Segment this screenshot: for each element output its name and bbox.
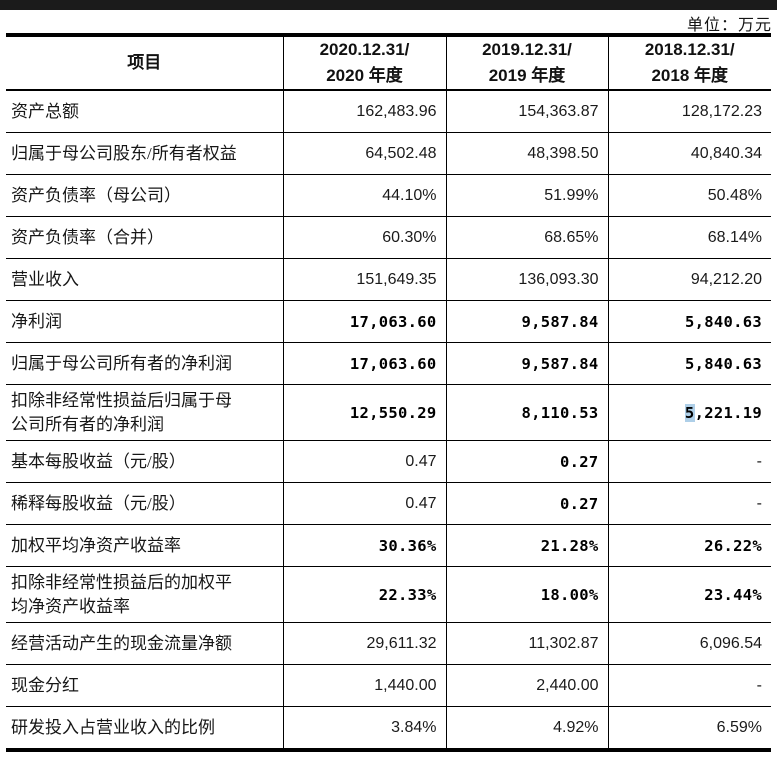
- table-row: 资产负债率（合并） 60.30% 68.65% 68.14%: [6, 216, 771, 259]
- table-row: 资产负债率（母公司） 44.10% 51.99% 50.48%: [6, 174, 771, 217]
- row-label: 现金分红: [6, 664, 284, 707]
- table-row: 资产总额 162,483.96 154,363.87 128,172.23: [6, 90, 771, 133]
- value-2020: 17,063.60: [283, 342, 447, 385]
- header-2018: 2018.12.31/ 2018 年度: [608, 35, 771, 91]
- value-2018-rest: ,221.19: [694, 403, 762, 422]
- value-2020: 30.36%: [283, 524, 447, 567]
- row-label: 资产总额: [6, 90, 284, 133]
- highlighted-digit: 5: [684, 403, 695, 422]
- value-2018: 5,840.63: [608, 342, 771, 385]
- value-2019: 11,302.87: [446, 622, 609, 665]
- row-label: 资产负债率（母公司）: [6, 174, 284, 217]
- table-row: 加权平均净资产收益率 30.36% 21.28% 26.22%: [6, 524, 771, 567]
- value-2018: 6,096.54: [608, 622, 771, 665]
- value-2020: 17,063.60: [283, 300, 447, 343]
- value-2018: 5,840.63: [608, 300, 771, 343]
- row-label: 经营活动产生的现金流量净额: [6, 622, 284, 665]
- row-label: 稀释每股收益（元/股）: [6, 482, 284, 525]
- table-row: 研发投入占营业收入的比例 3.84% 4.92% 6.59%: [6, 706, 771, 750]
- table-row: 经营活动产生的现金流量净额 29,611.32 11,302.87 6,096.…: [6, 622, 771, 665]
- header-item: 项目: [6, 35, 284, 91]
- value-2018: 5,221.19: [608, 384, 771, 441]
- row-label: 资产负债率（合并）: [6, 216, 284, 259]
- value-2018: 128,172.23: [608, 90, 771, 133]
- value-2018: -: [608, 664, 771, 707]
- value-2020: 64,502.48: [283, 132, 447, 175]
- financial-summary-table: 项目 2020.12.31/ 2020 年度 2019.12.31/ 2019 …: [6, 33, 771, 752]
- value-2020: 12,550.29: [283, 384, 447, 441]
- value-2020: 151,649.35: [283, 258, 447, 301]
- value-2018: 40,840.34: [608, 132, 771, 175]
- value-2020: 3.84%: [283, 706, 447, 750]
- table-row: 稀释每股收益（元/股） 0.47 0.27 -: [6, 482, 771, 525]
- value-2018: -: [608, 482, 771, 525]
- value-2020: 60.30%: [283, 216, 447, 259]
- value-2019: 4.92%: [446, 706, 609, 750]
- value-2020: 0.47: [283, 440, 447, 483]
- value-2018: 50.48%: [608, 174, 771, 217]
- value-2019: 48,398.50: [446, 132, 609, 175]
- row-label: 归属于母公司股东/所有者权益: [6, 132, 284, 175]
- value-2019: 0.27: [446, 482, 609, 525]
- header-2020: 2020.12.31/ 2020 年度: [283, 35, 447, 91]
- table-header: 项目 2020.12.31/ 2020 年度 2019.12.31/ 2019 …: [6, 35, 771, 91]
- unit-label: 单位：万元: [686, 17, 772, 34]
- value-2019: 8,110.53: [446, 384, 609, 441]
- row-label: 基本每股收益（元/股）: [6, 440, 284, 483]
- header-row: 项目 2020.12.31/ 2020 年度 2019.12.31/ 2019 …: [6, 35, 771, 91]
- value-2019: 68.65%: [446, 216, 609, 259]
- value-2020: 1,440.00: [283, 664, 447, 707]
- value-2019: 136,093.30: [446, 258, 609, 301]
- value-2018: -: [608, 440, 771, 483]
- row-label: 研发投入占营业收入的比例: [6, 706, 284, 750]
- row-label: 加权平均净资产收益率: [6, 524, 284, 567]
- table-row: 扣除非经常性损益后归属于母 公司所有者的净利润 12,550.29 8,110.…: [6, 384, 771, 441]
- table-row: 归属于母公司股东/所有者权益 64,502.48 48,398.50 40,84…: [6, 132, 771, 175]
- table-row: 现金分红 1,440.00 2,440.00 -: [6, 664, 771, 707]
- value-2019: 154,363.87: [446, 90, 609, 133]
- value-2020: 29,611.32: [283, 622, 447, 665]
- value-2019: 51.99%: [446, 174, 609, 217]
- value-2019: 21.28%: [446, 524, 609, 567]
- value-2020: 44.10%: [283, 174, 447, 217]
- value-2019: 9,587.84: [446, 342, 609, 385]
- value-2019: 0.27: [446, 440, 609, 483]
- table-row: 扣除非经常性损益后的加权平 均净资产收益率 22.33% 18.00% 23.4…: [6, 566, 771, 623]
- value-2018: 6.59%: [716, 718, 762, 736]
- top-bar: [0, 0, 777, 10]
- table-row: 归属于母公司所有者的净利润 17,063.60 9,587.84 5,840.6…: [6, 342, 771, 385]
- table-row: 基本每股收益（元/股） 0.47 0.27 -: [6, 440, 771, 483]
- row-label: 扣除非经常性损益后归属于母 公司所有者的净利润: [6, 384, 284, 441]
- header-2019: 2019.12.31/ 2019 年度: [446, 35, 609, 91]
- row-label: 净利润: [6, 300, 284, 343]
- value-2020: 0.47: [283, 482, 447, 525]
- value-2018: 94,212.20: [608, 258, 771, 301]
- value-2018: 26.22%: [608, 524, 771, 567]
- row-label: 营业收入: [6, 258, 284, 301]
- value-2019: 9,587.84: [446, 300, 609, 343]
- value-2018: 68.14%: [608, 216, 771, 259]
- value-2019: 18.00%: [446, 566, 609, 623]
- table-row: 净利润 17,063.60 9,587.84 5,840.63: [6, 300, 771, 343]
- value-2018: 23.44%: [608, 566, 771, 623]
- table-row: 营业收入 151,649.35 136,093.30 94,212.20: [6, 258, 771, 301]
- value-2020: 22.33%: [283, 566, 447, 623]
- value-2019: 2,440.00: [446, 664, 609, 707]
- value-2020: 162,483.96: [283, 90, 447, 133]
- row-label: 归属于母公司所有者的净利润: [6, 342, 284, 385]
- row-label: 扣除非经常性损益后的加权平 均净资产收益率: [6, 566, 284, 623]
